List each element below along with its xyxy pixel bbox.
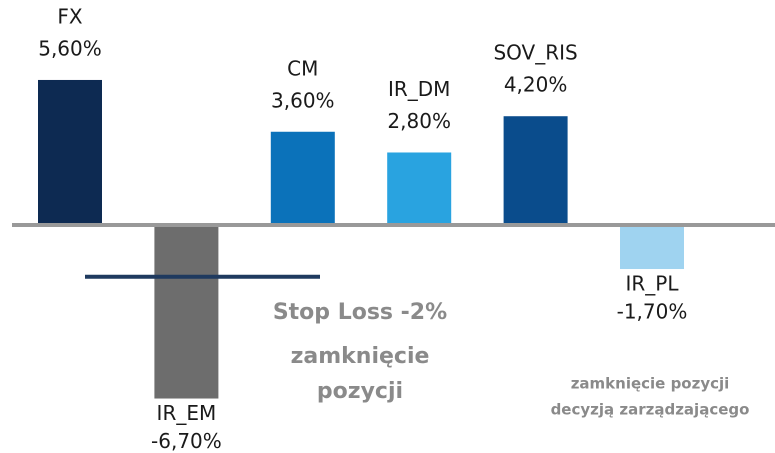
bar <box>154 225 219 399</box>
bar <box>620 225 684 270</box>
annotation: decyzją zarządzającego <box>551 401 750 419</box>
annotation: zamknięcie <box>291 344 430 369</box>
value-label: -1,70% <box>617 300 688 324</box>
category-label: IR_EM <box>157 401 217 425</box>
bar <box>270 131 335 225</box>
value-label: 3,60% <box>271 88 335 112</box>
category-label: SOV_RIS <box>493 41 577 65</box>
category-label: FX <box>57 4 83 28</box>
category-label: IR_PL <box>626 272 680 296</box>
stop-loss-label: Stop Loss -2% <box>273 300 447 325</box>
annotation: pozycji <box>317 379 403 404</box>
value-label: 4,20% <box>504 73 568 97</box>
value-label: 2,80% <box>387 109 451 133</box>
bar <box>387 152 452 225</box>
category-label: CM <box>287 56 318 80</box>
value-label: 5,60% <box>38 36 102 60</box>
value-label: -6,70% <box>151 429 222 453</box>
annotation: zamknięcie pozycji <box>571 375 730 393</box>
category-label: IR_DM <box>388 77 450 101</box>
bar <box>503 116 568 225</box>
bar <box>38 79 102 226</box>
